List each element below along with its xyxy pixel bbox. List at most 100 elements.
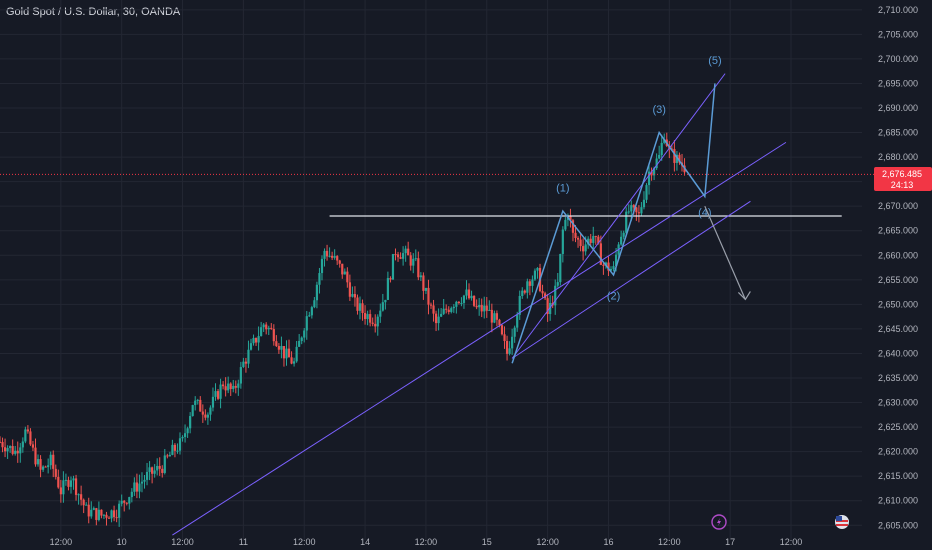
candle-body [143, 479, 146, 482]
candle-body [620, 236, 623, 245]
candle-body [282, 346, 286, 359]
candle-body [85, 504, 88, 506]
candle-body [191, 405, 194, 417]
lightning-icon[interactable] [711, 514, 727, 530]
candle-body [366, 314, 369, 320]
candle-body [292, 361, 296, 364]
candle-body [607, 262, 610, 271]
candle-body [300, 337, 303, 341]
candle-body [265, 324, 268, 330]
candle-body [138, 483, 141, 492]
candle-body [49, 454, 52, 466]
candle-body [409, 255, 412, 266]
channel-lower-inner-line [511, 200, 751, 359]
candle-body [102, 514, 106, 516]
candle-body [313, 300, 316, 308]
candle-body [655, 158, 658, 169]
candle-body [232, 385, 235, 390]
candle-body [363, 312, 367, 320]
candle-body [64, 479, 68, 481]
candle-body [125, 502, 128, 504]
candle-body [181, 436, 184, 439]
candle-body [331, 255, 334, 258]
candle-body [417, 258, 420, 278]
candle-body [678, 154, 681, 163]
candle-body [260, 327, 263, 337]
candle-body [222, 384, 225, 387]
candle-body [158, 465, 161, 469]
candle-body [77, 494, 80, 496]
candle-body [39, 459, 42, 470]
candle-body [211, 396, 215, 408]
candle-body [402, 253, 405, 259]
candle-body [396, 254, 400, 258]
wave-label: (3) [652, 104, 665, 116]
candle-body [356, 297, 359, 311]
candle-body [447, 309, 450, 312]
candle-body [419, 275, 422, 278]
candle-body [163, 455, 166, 473]
candle-body [112, 510, 116, 518]
candle-body [42, 466, 45, 470]
us-flag-icon[interactable] [835, 515, 849, 529]
candle-body [196, 399, 199, 401]
candle-body [323, 250, 326, 259]
candle-body [105, 514, 108, 518]
candle-body [437, 316, 440, 324]
wave-label: (1) [556, 182, 569, 194]
candle-body [599, 243, 602, 265]
candle-body [72, 478, 75, 481]
candle-body [36, 459, 40, 465]
candle-body [576, 238, 580, 240]
x-tick-label: 12:00 [780, 537, 803, 547]
candle-body [173, 444, 177, 451]
candle-body [234, 385, 237, 388]
candle-body [574, 232, 577, 239]
candle-body [303, 330, 306, 338]
candle-body [503, 334, 506, 342]
candle-body [275, 341, 278, 347]
candle-body [475, 305, 478, 308]
candle-body [219, 384, 222, 399]
candle-body [9, 446, 12, 449]
x-tick-label: 12:00 [415, 537, 438, 547]
candle-body [31, 444, 35, 448]
y-tick-label: 2,685.000 [878, 128, 918, 138]
candle-body [69, 480, 73, 487]
candle-body [427, 287, 430, 305]
candle-body [371, 322, 374, 324]
candle-body [341, 263, 344, 275]
candle-body [630, 205, 633, 212]
candle-body [242, 361, 245, 368]
candle-body [227, 383, 230, 391]
candle-body [161, 468, 164, 473]
candle-body [379, 310, 382, 317]
candle-body [140, 481, 144, 484]
candle-body [52, 454, 55, 469]
y-tick-label: 2,655.000 [878, 275, 918, 285]
y-tick-label: 2,700.000 [878, 54, 918, 64]
candle-body [328, 255, 331, 257]
y-tick-label: 2,610.000 [878, 496, 918, 506]
candle-body [244, 361, 248, 364]
candle-body [516, 314, 519, 328]
candle-body [315, 284, 319, 301]
candle-body [640, 207, 643, 214]
candle-body [546, 298, 549, 315]
candle-body [183, 433, 187, 437]
y-tick-label: 2,710.000 [878, 5, 918, 15]
candle-body [358, 303, 362, 311]
y-tick-label: 2,665.000 [878, 226, 918, 236]
candle-body [521, 290, 524, 297]
candle-body [92, 508, 95, 510]
candle-body [34, 447, 37, 465]
candle-body [100, 509, 103, 516]
candle-body [176, 450, 179, 452]
candle-body [348, 282, 351, 297]
candle-body [19, 447, 22, 454]
candle-body [199, 399, 202, 412]
candle-body [26, 429, 29, 432]
candle-body [277, 346, 280, 350]
candle-body [171, 444, 174, 455]
